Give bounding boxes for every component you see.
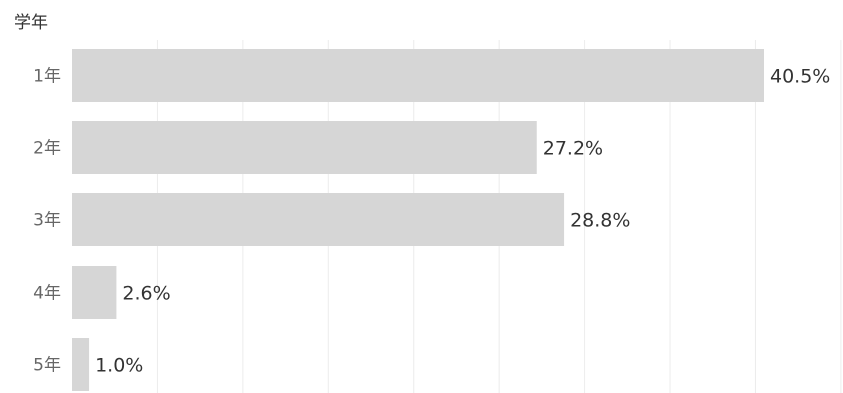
value-label: 1.0%	[95, 355, 143, 377]
value-labels: 40.5% 27.2% 28.8% 2.6% 1.0%	[95, 66, 830, 377]
bar-5	[72, 338, 90, 391]
category-label: 5年	[33, 356, 61, 376]
bar-4	[72, 266, 117, 319]
value-label: 27.2%	[543, 138, 603, 160]
category-label: 4年	[33, 284, 61, 304]
category-label: 1年	[33, 67, 61, 87]
category-label: 3年	[33, 211, 61, 231]
value-label: 28.8%	[570, 210, 630, 232]
bar-2	[72, 121, 537, 174]
bar-1	[72, 49, 764, 102]
value-label: 40.5%	[770, 66, 830, 88]
y-axis-title: 学年	[14, 13, 48, 33]
value-label: 2.6%	[122, 283, 170, 305]
category-label: 2年	[33, 139, 61, 159]
bars	[72, 49, 764, 391]
bar-3	[72, 193, 565, 246]
category-tick-labels: 1年 2年 3年 4年 5年	[33, 67, 61, 376]
